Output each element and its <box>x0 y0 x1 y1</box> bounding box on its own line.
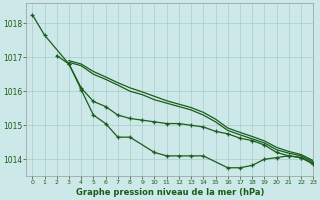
X-axis label: Graphe pression niveau de la mer (hPa): Graphe pression niveau de la mer (hPa) <box>76 188 264 197</box>
